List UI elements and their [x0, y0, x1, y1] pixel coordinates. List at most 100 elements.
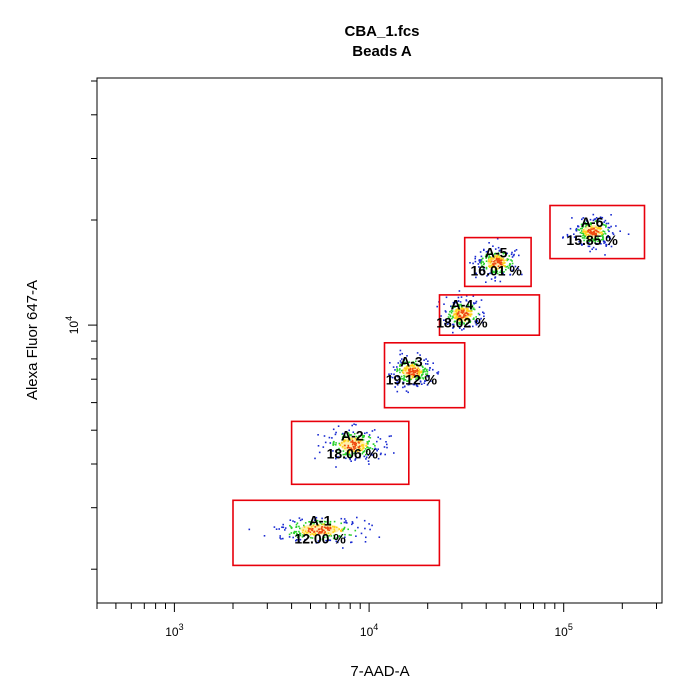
event-dot	[450, 312, 453, 314]
event-dot	[403, 379, 405, 382]
event-dot	[406, 355, 408, 357]
event-dot	[426, 373, 429, 375]
event-dot	[418, 374, 421, 377]
event-dot	[515, 249, 518, 251]
event-dot	[403, 359, 405, 361]
event-dot	[309, 531, 312, 533]
event-dot	[502, 251, 504, 254]
event-dot	[595, 217, 598, 219]
event-dot	[597, 219, 600, 222]
event-dot	[410, 365, 412, 367]
event-dot	[356, 516, 358, 519]
event-dot	[335, 537, 338, 539]
event-dot	[406, 365, 409, 368]
event-dot	[514, 265, 517, 268]
event-dot	[594, 218, 597, 220]
event-dot	[340, 535, 343, 538]
event-dot	[467, 309, 469, 312]
event-dot	[506, 259, 508, 262]
event-dot	[407, 367, 409, 370]
event-dot	[416, 385, 419, 388]
event-dot	[602, 236, 604, 239]
event-dot	[607, 229, 609, 231]
event-dot	[588, 240, 591, 242]
event-dot	[359, 453, 362, 455]
event-dot	[501, 255, 503, 258]
event-dot	[452, 315, 454, 318]
x-tick-label: 104	[360, 622, 378, 639]
event-dot	[349, 434, 351, 436]
event-dot	[409, 373, 411, 376]
event-dot	[461, 318, 463, 320]
event-dot	[368, 434, 371, 436]
event-dot	[359, 456, 361, 459]
event-dot	[582, 229, 585, 231]
event-dot	[342, 547, 344, 549]
event-dot	[604, 254, 606, 256]
event-dot	[316, 522, 318, 524]
event-dot	[474, 322, 477, 324]
event-dot	[460, 317, 463, 319]
event-dot	[317, 523, 319, 526]
event-dot	[493, 271, 496, 274]
event-dot	[497, 265, 500, 267]
event-dot	[498, 254, 500, 256]
event-dot	[464, 320, 466, 322]
event-dot	[488, 260, 490, 263]
x-axis-label: 7-AAD-A	[350, 663, 409, 680]
event-dot	[492, 263, 494, 265]
event-dot	[452, 301, 455, 304]
event-dot	[497, 252, 500, 254]
event-dot	[463, 328, 465, 330]
event-dot	[333, 525, 336, 528]
event-dot	[598, 226, 600, 229]
event-dot	[508, 255, 511, 257]
event-dot	[504, 265, 506, 268]
event-dot	[349, 437, 351, 439]
event-dot	[584, 230, 586, 233]
event-dot	[485, 266, 488, 269]
y-axis: 104	[64, 80, 97, 570]
event-dot	[415, 378, 417, 380]
event-dot	[311, 529, 314, 532]
event-dot	[459, 318, 462, 320]
event-dot	[479, 269, 482, 271]
event-dot	[591, 231, 594, 234]
event-dot	[454, 305, 457, 308]
event-dot	[396, 375, 399, 378]
event-dot	[347, 439, 350, 442]
event-dot	[584, 235, 586, 237]
event-dot	[453, 303, 455, 305]
event-dot	[591, 226, 594, 229]
event-dot	[343, 526, 346, 529]
event-dot	[424, 376, 426, 378]
event-dot	[290, 532, 293, 534]
event-dot	[595, 234, 597, 236]
event-dot	[469, 321, 471, 324]
chart-subtitle: Beads A	[352, 43, 412, 60]
event-dot	[445, 311, 447, 313]
event-dot	[498, 256, 501, 258]
event-dot	[467, 305, 470, 307]
event-dot	[380, 452, 382, 455]
event-dot	[342, 529, 344, 532]
event-dot	[489, 256, 491, 258]
event-dot	[309, 533, 312, 536]
event-dot	[308, 535, 310, 538]
event-dot	[295, 539, 298, 541]
event-dot	[610, 214, 612, 216]
event-dot	[509, 273, 512, 276]
event-dot	[579, 231, 582, 234]
gate-percent-label: 12.00 %	[294, 530, 346, 546]
event-dot	[485, 260, 488, 262]
event-dot	[562, 236, 564, 238]
event-dot	[449, 320, 451, 322]
event-dot	[311, 537, 314, 539]
event-dot	[493, 257, 496, 259]
event-dot	[582, 217, 585, 219]
event-dot	[369, 447, 372, 449]
event-dot	[619, 230, 621, 232]
event-dot	[413, 365, 415, 367]
event-dot	[470, 313, 473, 315]
event-dot	[587, 229, 589, 232]
